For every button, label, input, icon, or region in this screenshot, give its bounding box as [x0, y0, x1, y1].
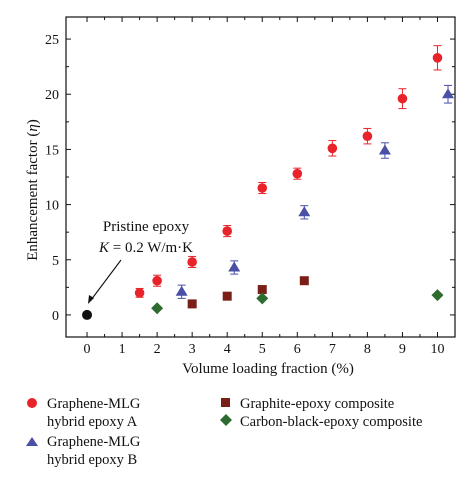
series-A-point-1: [152, 275, 162, 286]
series-B-point-4: [441, 88, 454, 99]
axis-ticks: 0 1 2 3 4 5 6 7 8 9 10 0 5 10 15 20 25: [45, 17, 455, 357]
x-tick-label-4: 4: [224, 342, 231, 357]
legend-label-A-line2: hybrid epoxy A: [47, 414, 138, 430]
series-B-point-0: [175, 285, 188, 296]
legend-label-B-line1: Graphene-MLG: [47, 434, 141, 450]
series-A-point-8: [397, 93, 408, 104]
series-A-point-0: [134, 288, 145, 298]
legend: Graphene-MLG hybrid epoxy A Graphene-MLG…: [26, 396, 422, 468]
legend-marker-A: [27, 398, 37, 408]
x-tick-label-6: 6: [294, 342, 301, 357]
legend-label-B-line2: hybrid epoxy B: [47, 452, 137, 468]
x-tick-label-3: 3: [189, 342, 196, 357]
series-B-point-1: [228, 261, 241, 272]
series-A-point-2: [187, 257, 197, 267]
legend-marker-B: [26, 437, 38, 446]
x-tick-label-9: 9: [399, 342, 406, 357]
series-A-point-5: [292, 168, 303, 179]
annotation-arrow-line: [90, 259, 122, 301]
x-tick-label-5: 5: [259, 342, 266, 357]
y-tick-label-4: 20: [45, 88, 59, 103]
data-marks: [82, 45, 454, 320]
series-C-point-2: [257, 285, 267, 295]
x-axis-title: Volume loading fraction (%): [182, 361, 354, 377]
y-tick-label-5: 25: [45, 33, 59, 48]
y-tick-label-2: 10: [45, 199, 59, 214]
legend-label-A-line1: Graphene-MLG: [47, 396, 141, 412]
y-axis-title: Enhancement factor (η): [25, 119, 41, 261]
legend-marker-D: [220, 414, 232, 426]
series-A-point-3: [222, 226, 233, 236]
x-tick-label-8: 8: [364, 342, 371, 357]
annotation-arrow-head: [88, 295, 94, 304]
series-B-point-3: [378, 144, 391, 155]
series-C-point-0: [187, 299, 197, 309]
y-tick-label-3: 15: [45, 143, 59, 158]
series-C-point-3: [299, 276, 309, 286]
pristine-epoxy-point: [82, 309, 93, 320]
series-A-point-9: [432, 53, 443, 63]
series-D-point-2: [431, 289, 444, 302]
y-tick-label-0: 0: [52, 309, 59, 324]
series-A-point-7: [362, 131, 373, 141]
x-tick-label-10: 10: [430, 342, 444, 357]
x-tick-label-2: 2: [154, 342, 161, 357]
series-A-point-6: [327, 143, 338, 154]
series-D-point-1: [256, 292, 269, 305]
annotation-pristine-line1: Pristine epoxy: [103, 219, 190, 235]
series-A-point-4: [257, 183, 268, 193]
legend-label-C: Graphite-epoxy composite: [240, 396, 394, 412]
x-tick-label-0: 0: [84, 342, 91, 357]
x-tick-label-7: 7: [329, 342, 336, 357]
legend-label-D: Carbon-black-epoxy composite: [240, 414, 422, 430]
x-tick-label-1: 1: [119, 342, 126, 357]
legend-marker-C: [221, 398, 230, 407]
series-B-point-2: [298, 206, 311, 217]
series-D-point-0: [151, 302, 164, 315]
annotation-pristine-line2: K = 0.2 W/m·K: [98, 240, 193, 256]
series-C-point-1: [222, 291, 232, 301]
y-tick-label-1: 5: [52, 254, 59, 269]
